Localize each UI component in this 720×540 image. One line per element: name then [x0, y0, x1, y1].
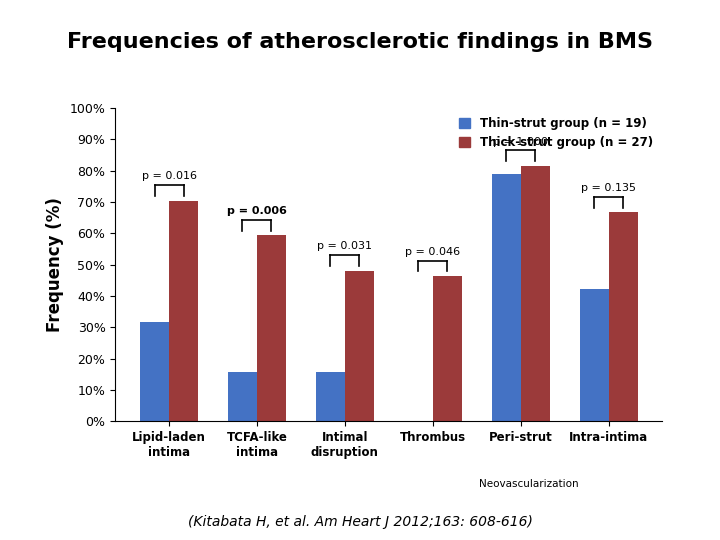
Text: p = 0.006: p = 0.006: [227, 206, 287, 216]
Bar: [433, 276, 462, 421]
Legend: Thin-strut group (n = 19), Thick-strut group (n = 27): Thin-strut group (n = 19), Thick-strut g…: [455, 114, 657, 153]
Text: p = 1.000: p = 1.000: [493, 137, 548, 146]
Bar: [492, 174, 521, 421]
Text: Neovascularization: Neovascularization: [480, 478, 579, 489]
Bar: [580, 289, 608, 421]
Text: (Kitabata H, et al. Am Heart J 2012;163: 608-616): (Kitabata H, et al. Am Heart J 2012;163:…: [188, 515, 532, 529]
Bar: [316, 372, 345, 421]
Bar: [257, 235, 286, 421]
Bar: [140, 322, 169, 421]
Bar: [169, 201, 198, 421]
Y-axis label: Frequency (%): Frequency (%): [46, 197, 64, 332]
Bar: [608, 212, 637, 421]
Bar: [345, 271, 374, 421]
Text: p = 0.046: p = 0.046: [405, 247, 460, 257]
Text: Frequencies of atherosclerotic findings in BMS: Frequencies of atherosclerotic findings …: [67, 32, 653, 52]
Bar: [521, 166, 549, 421]
Text: p = 0.135: p = 0.135: [581, 183, 636, 193]
Text: p = 0.016: p = 0.016: [142, 171, 197, 181]
Bar: [228, 372, 257, 421]
Text: p = 0.031: p = 0.031: [318, 241, 372, 251]
